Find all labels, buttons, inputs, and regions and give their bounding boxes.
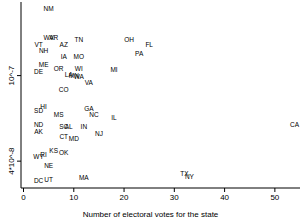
point-label: PA [135, 50, 144, 57]
x-tick-label: 50 [270, 193, 279, 202]
point-label: IN [81, 123, 88, 130]
point-label: WI [75, 65, 83, 72]
point-label: KS [49, 147, 58, 154]
point-label: NC [89, 111, 99, 118]
x-tick-label: 30 [170, 193, 179, 202]
y-tick [17, 75, 21, 76]
y-tick-label: 10^-7 [7, 65, 16, 85]
point-label: UT [44, 176, 53, 183]
point-label: OR [54, 65, 64, 72]
x-tick-label: 0 [21, 193, 26, 202]
x-tick-label: 20 [120, 193, 129, 202]
x-tick [274, 188, 275, 192]
point-label: MD [69, 135, 79, 142]
point-label: NE [44, 162, 54, 169]
x-axis-label: Number of electoral votes for the state [83, 210, 219, 219]
point-label: SD [34, 107, 43, 114]
x-tick-label: 40 [220, 193, 229, 202]
y-tick-label: 4*10^-8 [7, 147, 16, 175]
x-tick-label: 10 [69, 193, 78, 202]
y-tick [17, 161, 21, 162]
point-label: IL [111, 114, 117, 121]
point-label: MS [54, 111, 64, 118]
point-label: WY [33, 153, 44, 160]
x-tick [224, 188, 225, 192]
point-label: MO [74, 53, 84, 60]
point-label: OH [124, 36, 134, 43]
x-tick [73, 188, 74, 192]
point-label: MA [79, 174, 89, 181]
point-label: NM [44, 5, 54, 12]
point-label: CT [59, 133, 68, 140]
points: NMWVARAZTNVTNHIAMOOHFLPAMEORWIDEMILAMNWA… [33, 5, 299, 185]
point-label: FL [145, 41, 153, 48]
x-tick [124, 188, 125, 192]
point-label: CA [290, 121, 300, 128]
point-label: WA [74, 73, 85, 80]
point-label: NH [39, 47, 49, 54]
point-label: NJ [95, 130, 103, 137]
point-label: IA [61, 53, 68, 60]
point-label: VA [85, 79, 94, 86]
point-label: ME [39, 61, 49, 68]
point-label: DC [34, 177, 44, 184]
x-tick [23, 188, 24, 192]
point-label: AZ [60, 41, 68, 48]
point-label: MI [110, 66, 117, 73]
point-label: AR [49, 34, 58, 41]
y-axis [21, 2, 22, 188]
point-label: OK [59, 149, 69, 156]
point-label: TN [74, 36, 83, 43]
x-tick [174, 188, 175, 192]
point-label: DE [34, 68, 44, 75]
point-label: AK [34, 128, 43, 135]
point-label: AL [65, 123, 73, 130]
x-axis [21, 188, 300, 189]
point-label: NY [185, 173, 195, 180]
point-label: CO [59, 86, 69, 93]
chart: 0 10 20 30 40 50 4*10^-8 10^-7 Number of elector… [0, 0, 300, 221]
